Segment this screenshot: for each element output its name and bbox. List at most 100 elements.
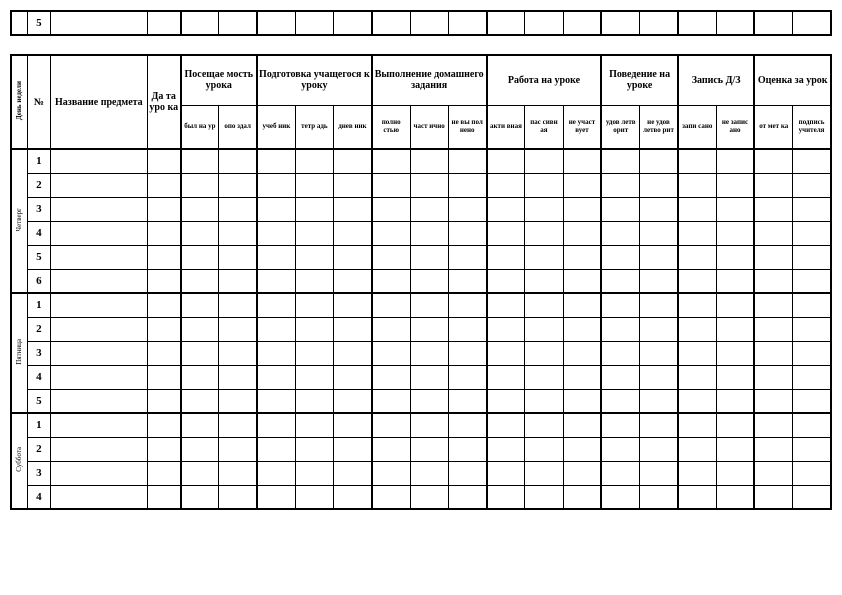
data-cell <box>410 341 448 365</box>
data-cell <box>181 341 219 365</box>
data-cell <box>563 413 601 437</box>
top-date-cell <box>147 11 180 35</box>
data-cell <box>372 485 410 509</box>
data-cell <box>334 365 372 389</box>
hdr-prep3: днев ник <box>334 105 372 149</box>
data-cell <box>640 173 678 197</box>
data-cell <box>257 365 295 389</box>
data-cell <box>563 197 601 221</box>
data-cell <box>147 413 180 437</box>
top-cell <box>410 11 448 35</box>
data-cell <box>147 245 180 269</box>
data-cell <box>793 365 831 389</box>
data-cell <box>219 341 257 365</box>
hdr-record: Запись Д/З <box>678 55 755 105</box>
data-cell <box>678 389 716 413</box>
top-cell <box>678 11 716 35</box>
data-cell <box>793 293 831 317</box>
data-cell <box>295 245 333 269</box>
data-cell <box>793 149 831 173</box>
top-cell <box>525 11 563 35</box>
data-cell <box>295 221 333 245</box>
data-cell <box>716 389 754 413</box>
data-cell <box>525 437 563 461</box>
top-cell <box>334 11 372 35</box>
top-cell <box>372 11 410 35</box>
data-cell <box>181 245 219 269</box>
data-cell <box>372 413 410 437</box>
row-num-cell: 3 <box>28 461 51 485</box>
row-num-cell: 4 <box>28 485 51 509</box>
data-cell <box>601 341 639 365</box>
data-cell <box>181 437 219 461</box>
data-cell <box>487 221 525 245</box>
data-cell <box>487 293 525 317</box>
data-cell <box>147 461 180 485</box>
data-cell <box>793 389 831 413</box>
data-cell <box>295 173 333 197</box>
data-cell <box>448 317 486 341</box>
data-cell <box>257 437 295 461</box>
data-cell <box>410 173 448 197</box>
data-cell <box>50 173 147 197</box>
day-label-cell: Четверг <box>11 149 28 293</box>
hdr-hw2: част ично <box>410 105 448 149</box>
data-cell <box>219 485 257 509</box>
data-cell <box>754 245 792 269</box>
data-cell <box>410 437 448 461</box>
data-cell <box>793 269 831 293</box>
data-cell <box>640 149 678 173</box>
data-cell <box>372 317 410 341</box>
data-cell <box>410 461 448 485</box>
hdr-prep2: тетр адь <box>295 105 333 149</box>
top-subject-cell <box>50 11 147 35</box>
data-cell <box>754 149 792 173</box>
row-num-cell: 3 <box>28 341 51 365</box>
data-cell <box>334 437 372 461</box>
data-cell <box>295 293 333 317</box>
data-cell <box>334 293 372 317</box>
row-num-cell: 1 <box>28 149 51 173</box>
row-num-cell: 1 <box>28 293 51 317</box>
data-cell <box>219 317 257 341</box>
data-cell <box>257 485 295 509</box>
data-cell <box>334 341 372 365</box>
data-cell <box>793 245 831 269</box>
data-cell <box>754 293 792 317</box>
data-cell <box>448 365 486 389</box>
data-cell <box>448 173 486 197</box>
top-cell <box>257 11 295 35</box>
data-cell <box>563 389 601 413</box>
data-cell <box>754 485 792 509</box>
data-cell <box>601 269 639 293</box>
day-label: Пятница <box>16 339 24 365</box>
data-cell <box>525 269 563 293</box>
data-cell <box>525 149 563 173</box>
data-cell <box>793 317 831 341</box>
hdr-attendance: Посещае мость урока <box>181 55 258 105</box>
data-cell <box>372 461 410 485</box>
day-label: Четверг <box>16 208 24 231</box>
data-cell <box>181 461 219 485</box>
top-num-cell: 5 <box>28 11 51 35</box>
data-cell <box>563 221 601 245</box>
top-cell <box>448 11 486 35</box>
data-cell <box>372 365 410 389</box>
hdr-att1: был на ур <box>181 105 219 149</box>
data-cell <box>257 389 295 413</box>
data-cell <box>147 173 180 197</box>
row-num-cell: 4 <box>28 221 51 245</box>
data-cell <box>793 413 831 437</box>
data-cell <box>257 173 295 197</box>
data-cell <box>601 413 639 437</box>
data-cell <box>372 437 410 461</box>
data-cell <box>219 149 257 173</box>
data-cell <box>716 269 754 293</box>
data-cell <box>219 413 257 437</box>
data-cell <box>563 149 601 173</box>
data-cell <box>50 197 147 221</box>
data-cell <box>640 485 678 509</box>
data-cell <box>147 485 180 509</box>
data-cell <box>410 389 448 413</box>
data-cell <box>563 365 601 389</box>
